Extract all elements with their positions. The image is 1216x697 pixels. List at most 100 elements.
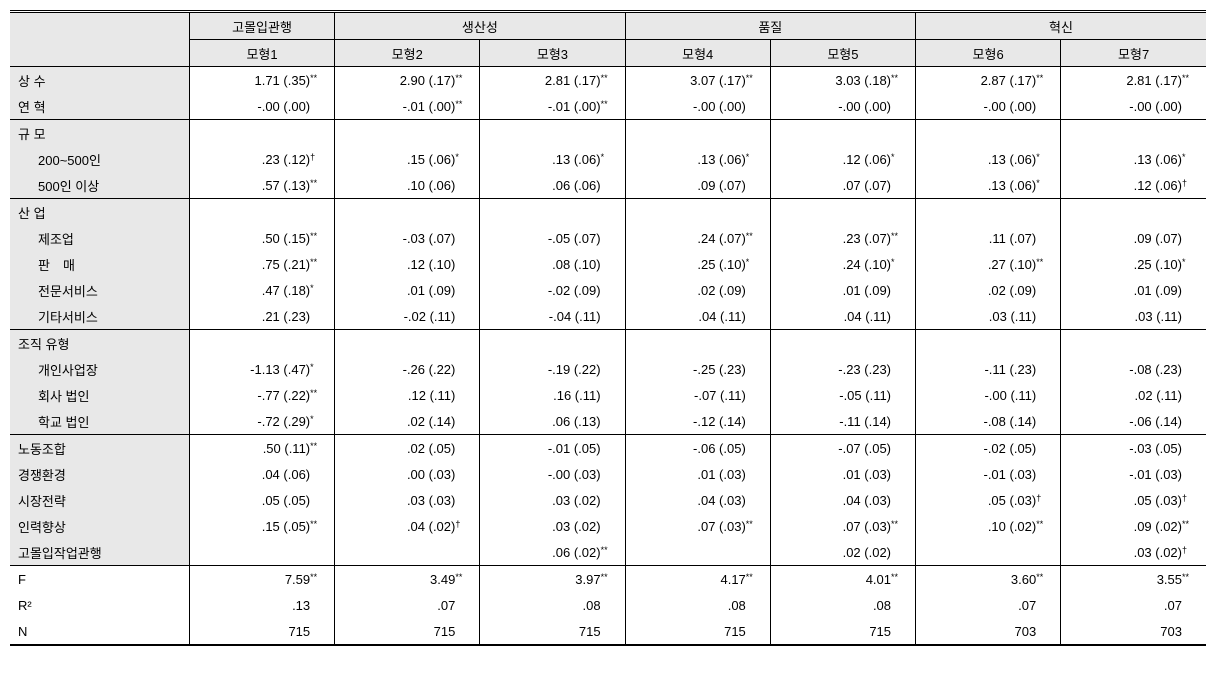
row-label: 500인 이상 bbox=[10, 172, 189, 199]
header-group-2: 품질 bbox=[625, 12, 915, 40]
stat-cell: 7.59** bbox=[189, 566, 334, 593]
row-label: 회사 법인 bbox=[10, 382, 189, 408]
value-cell: -.00 (.00) bbox=[1061, 93, 1206, 120]
row-label: 경쟁환경 bbox=[10, 461, 189, 487]
table-row: 산 업 bbox=[10, 199, 1206, 226]
value-cell: .02 (.14) bbox=[335, 408, 480, 435]
row-label: 학교 법인 bbox=[10, 408, 189, 435]
value-cell: .15 (.05)** bbox=[189, 513, 334, 539]
value-cell: .10 (.06) bbox=[335, 172, 480, 199]
value-cell: -.00 (.00) bbox=[916, 93, 1061, 120]
header-model-7: 모형7 bbox=[1061, 40, 1206, 67]
value-cell: .02 (.09) bbox=[916, 277, 1061, 303]
stat-cell: 703 bbox=[916, 618, 1061, 645]
stat-cell: 4.17** bbox=[625, 566, 770, 593]
value-cell: -.06 (.14) bbox=[1061, 408, 1206, 435]
value-cell: -.08 (.14) bbox=[916, 408, 1061, 435]
stat-cell: 715 bbox=[480, 618, 625, 645]
value-cell: -.01 (.03) bbox=[1061, 461, 1206, 487]
value-cell: -.07 (.05) bbox=[770, 435, 915, 462]
value-cell: -.03 (.07) bbox=[335, 225, 480, 251]
value-cell bbox=[916, 330, 1061, 357]
value-cell: -.02 (.09) bbox=[480, 277, 625, 303]
table-row: 경쟁환경.04 (.06).00 (.03)-.00 (.03).01 (.03… bbox=[10, 461, 1206, 487]
value-cell: .03 (.02) bbox=[480, 513, 625, 539]
value-cell: .08 (.10) bbox=[480, 251, 625, 277]
value-cell: .03 (.02)† bbox=[1061, 539, 1206, 566]
stat-cell: .08 bbox=[625, 592, 770, 618]
value-cell: 2.81 (.17)** bbox=[480, 67, 625, 94]
value-cell: -.11 (.14) bbox=[770, 408, 915, 435]
value-cell: -.77 (.22)** bbox=[189, 382, 334, 408]
stat-cell: 715 bbox=[335, 618, 480, 645]
value-cell: -.08 (.23) bbox=[1061, 356, 1206, 382]
value-cell: -.00 (.00) bbox=[770, 93, 915, 120]
stat-cell: 715 bbox=[189, 618, 334, 645]
value-cell: .10 (.02)** bbox=[916, 513, 1061, 539]
row-label: 규 모 bbox=[10, 120, 189, 147]
table-row: 개인사업장-1.13 (.47)*-.26 (.22)-.19 (.22)-.2… bbox=[10, 356, 1206, 382]
row-label: 제조업 bbox=[10, 225, 189, 251]
value-cell: -.26 (.22) bbox=[335, 356, 480, 382]
value-cell: .04 (.11) bbox=[625, 303, 770, 330]
value-cell bbox=[1061, 330, 1206, 357]
header-model-1: 모형1 bbox=[189, 40, 334, 67]
value-cell: .12 (.11) bbox=[335, 382, 480, 408]
stat-row: N715715715715715703703 bbox=[10, 618, 1206, 645]
stat-cell: 715 bbox=[625, 618, 770, 645]
stat-label: N bbox=[10, 618, 189, 645]
value-cell bbox=[480, 330, 625, 357]
value-cell: -.01 (.00)** bbox=[480, 93, 625, 120]
table-row: 판 매.75 (.21)**.12 (.10).08 (.10).25 (.10… bbox=[10, 251, 1206, 277]
value-cell bbox=[335, 199, 480, 226]
value-cell: .04 (.11) bbox=[770, 303, 915, 330]
value-cell: .13 (.06)* bbox=[480, 146, 625, 172]
value-cell: -.01 (.00)** bbox=[335, 93, 480, 120]
value-cell bbox=[189, 199, 334, 226]
value-cell: .03 (.11) bbox=[1061, 303, 1206, 330]
value-cell: .09 (.02)** bbox=[1061, 513, 1206, 539]
stat-cell: 715 bbox=[770, 618, 915, 645]
value-cell: .03 (.02) bbox=[480, 487, 625, 513]
table-row: 고몰입작업관행.06 (.02)**.02 (.02).03 (.02)† bbox=[10, 539, 1206, 566]
header-model-2: 모형2 bbox=[335, 40, 480, 67]
regression-table: 고몰입관행 생산성 품질 혁신 모형1 모형2 모형3 모형4 모형5 모형6 … bbox=[10, 10, 1206, 646]
value-cell: -.12 (.14) bbox=[625, 408, 770, 435]
value-cell: .13 (.06)* bbox=[625, 146, 770, 172]
row-label: 개인사업장 bbox=[10, 356, 189, 382]
value-cell: .06 (.02)** bbox=[480, 539, 625, 566]
value-cell: -.72 (.29)* bbox=[189, 408, 334, 435]
value-cell bbox=[189, 330, 334, 357]
table-row: 전문서비스.47 (.18)*.01 (.09)-.02 (.09).02 (.… bbox=[10, 277, 1206, 303]
table-row: 기타서비스.21 (.23)-.02 (.11)-.04 (.11).04 (.… bbox=[10, 303, 1206, 330]
stat-cell: 4.01** bbox=[770, 566, 915, 593]
value-cell bbox=[335, 539, 480, 566]
table-row: 200~500인.23 (.12)†.15 (.06)*.13 (.06)*.1… bbox=[10, 146, 1206, 172]
table-row: 시장전략.05 (.05).03 (.03).03 (.02).04 (.03)… bbox=[10, 487, 1206, 513]
value-cell: -.02 (.11) bbox=[335, 303, 480, 330]
value-cell: -.02 (.05) bbox=[916, 435, 1061, 462]
stat-cell: 703 bbox=[1061, 618, 1206, 645]
value-cell: .04 (.02)† bbox=[335, 513, 480, 539]
table-row: 회사 법인-.77 (.22)**.12 (.11).16 (.11)-.07 … bbox=[10, 382, 1206, 408]
value-cell: .47 (.18)* bbox=[189, 277, 334, 303]
value-cell bbox=[625, 539, 770, 566]
stat-label: F bbox=[10, 566, 189, 593]
value-cell: .11 (.07) bbox=[916, 225, 1061, 251]
value-cell bbox=[189, 539, 334, 566]
value-cell: .02 (.05) bbox=[335, 435, 480, 462]
value-cell: .01 (.09) bbox=[770, 277, 915, 303]
stat-row: F7.59**3.49**3.97**4.17**4.01**3.60**3.5… bbox=[10, 566, 1206, 593]
value-cell: 1.71 (.35)** bbox=[189, 67, 334, 94]
header-group-3: 혁신 bbox=[916, 12, 1206, 40]
value-cell bbox=[916, 120, 1061, 147]
value-cell: .75 (.21)** bbox=[189, 251, 334, 277]
value-cell: .24 (.07)** bbox=[625, 225, 770, 251]
table-body: 상 수1.71 (.35)**2.90 (.17)**2.81 (.17)**3… bbox=[10, 67, 1206, 646]
value-cell bbox=[335, 120, 480, 147]
table-header: 고몰입관행 생산성 품질 혁신 모형1 모형2 모형3 모형4 모형5 모형6 … bbox=[10, 12, 1206, 67]
header-group-0: 고몰입관행 bbox=[189, 12, 334, 40]
row-label: 고몰입작업관행 bbox=[10, 539, 189, 566]
stat-cell: .08 bbox=[770, 592, 915, 618]
value-cell: 3.03 (.18)** bbox=[770, 67, 915, 94]
